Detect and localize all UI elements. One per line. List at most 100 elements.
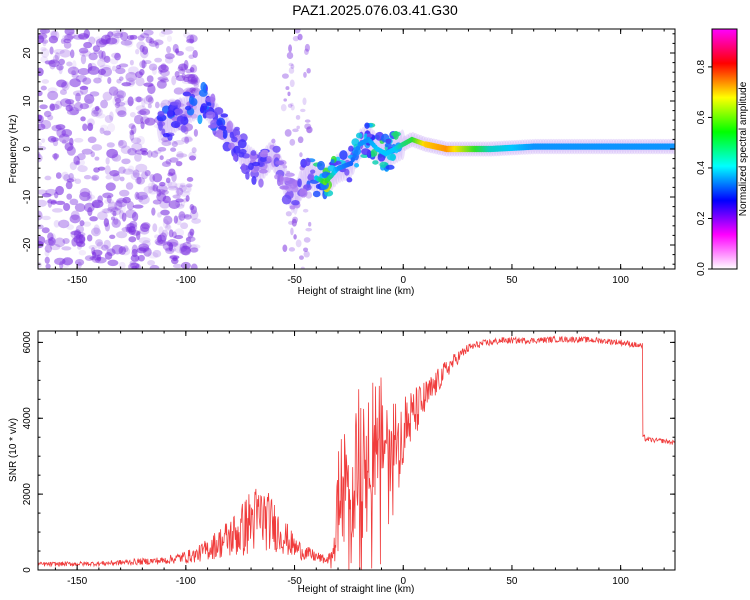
spectrogram-noise-blob [119, 209, 124, 220]
spectrogram-noise-blob [302, 208, 309, 213]
spectrogram-ridge-core [355, 145, 361, 151]
spectrogram-noise-blob [90, 227, 101, 237]
spectrogram-noise-blob [306, 67, 311, 74]
spectrogram-noise-blob [136, 135, 145, 146]
spectrogram-noise-blob [49, 103, 60, 111]
spectrogram-noise-blob [121, 226, 132, 232]
spectrogram-noise-blob [38, 141, 42, 147]
spectrogram-noise-blob [91, 110, 99, 117]
spectrogram-noise-blob [159, 155, 164, 161]
spectrogram-noise-blob [168, 229, 174, 238]
spectrogram-noise-blob [299, 255, 304, 260]
spectrogram-noise-blob [287, 103, 293, 108]
spectrogram-noise-blob [129, 112, 136, 118]
spectrogram-noise-blob [108, 86, 119, 96]
spectrogram-noise-blob [101, 244, 109, 251]
spectrogram-noise-blob [38, 67, 44, 77]
spectrogram-noise-blob [151, 66, 157, 76]
spectrogram-ridge-blob [339, 150, 348, 160]
spectrogram-noise-blob [135, 76, 145, 87]
spectrogram-noise-blob [148, 185, 158, 195]
spectrogram-noise-blob [72, 60, 77, 70]
spectrogram-noise-blob [130, 172, 142, 181]
spectrogram-noise-blob [41, 79, 50, 84]
spectrogram-noise-blob [152, 173, 163, 183]
spectrogram-noise-blob [154, 101, 160, 109]
spectrogram-noise-blob [120, 145, 132, 155]
spectrogram-ridge-blob [180, 124, 187, 133]
spectrogram-ridge-blob [281, 194, 292, 205]
spectrogram-noise-blob [143, 60, 152, 65]
spectrogram-noise-blob [96, 254, 102, 262]
spectrogram-noise-blob [141, 171, 148, 180]
spectrogram-noise-blob [154, 57, 163, 63]
spectrogram-noise-blob [290, 63, 295, 70]
spectrogram-ridge-blob [157, 110, 165, 117]
colorbar: 0.0 0.2 0.4 0.6 0.8 Normalized spectral ampl… [696, 28, 749, 276]
spectrogram-noise-blob [67, 66, 80, 75]
spectrogram-noise-blob [282, 244, 288, 253]
spectrogram-ridge-blob [346, 177, 353, 183]
spectrogram-noise-blob [143, 185, 154, 194]
spectrogram-noise-blob [175, 160, 183, 167]
spectrogram-noise-blob [55, 172, 62, 179]
spectrogram-noise-blob [135, 105, 147, 112]
spectrogram-noise-blob [288, 67, 295, 74]
spectrogram-noise-blob [68, 172, 74, 180]
spectrogram-noise-blob [115, 105, 127, 116]
spectrogram-noise-blob [55, 185, 64, 196]
spectrogram-noise-blob [151, 207, 156, 216]
spectrogram-noise-blob [113, 32, 124, 39]
spectrogram-noise-blob [126, 222, 135, 233]
spectrogram-noise-blob [73, 229, 82, 239]
spectrogram-ridge-blob [348, 145, 354, 152]
spectrogram-noise-blob [141, 97, 146, 108]
spectrogram-noise-blob [175, 198, 184, 203]
spectrogram-noise-blob [147, 103, 152, 109]
spectrogram-noise-blob [167, 172, 173, 177]
spectrogram-noise-blob [113, 217, 119, 225]
spectrogram-noise-blob [161, 140, 172, 147]
spectrogram-noise-blob [78, 47, 89, 54]
spectrogram-noise-blob [69, 177, 77, 182]
spectrogram-ridge-blob [218, 125, 227, 131]
spectrogram-noise-blob [160, 63, 167, 70]
spectrogram-x-label: Height of straight line (km) [298, 286, 415, 297]
spectrogram-noise-blob [95, 239, 103, 247]
spectrogram-noise-blob [59, 49, 72, 58]
spectrogram-ridge-blob [259, 151, 268, 158]
spectrogram-noise-blob [44, 244, 53, 253]
spectrogram-noise-blob [302, 97, 307, 106]
spectrogram-noise-blob [180, 222, 189, 230]
spectrogram-noise-blob [185, 68, 193, 74]
spectrogram-noise-blob [43, 110, 52, 118]
spectrogram-noise-blob [189, 204, 195, 211]
spectrogram-ridge-blob [307, 173, 315, 182]
colorbar-ticks: 0.0 0.2 0.4 0.6 0.8 [696, 60, 712, 276]
spectrogram-ridge-blob [310, 169, 316, 174]
spectrogram-noise-blob [304, 48, 309, 55]
spectrogram-noise-blob [70, 230, 82, 239]
spectrogram-noise-blob [166, 35, 173, 43]
spectrogram-noise-blob [187, 79, 199, 85]
spectrogram-noise-blob [38, 35, 45, 44]
spectrogram-ridge-blob [384, 142, 392, 148]
spectrogram-noise-blob [56, 79, 67, 88]
spectrogram-noise-blob [58, 65, 63, 75]
spectrogram-noise-blob [168, 242, 174, 252]
spectrogram-noise-blob [184, 136, 190, 144]
spectrogram-ridge-blob [216, 119, 223, 126]
spectrogram-noise-blob [107, 206, 119, 213]
spectrogram-noise-blob [93, 50, 100, 55]
spectrogram-noise-blob [69, 161, 77, 171]
spectrogram-noise-blob [99, 127, 105, 134]
spectrogram-noise-blob [97, 58, 106, 68]
spectrogram-noise-blob [75, 74, 87, 83]
spectrogram-ridge-blob [344, 168, 350, 176]
spectrogram-noise-blob [38, 90, 43, 97]
spectrogram-noise-blob [138, 237, 151, 244]
spectrogram-noise-blob [50, 137, 59, 142]
spectrogram-noise-blob [49, 46, 54, 55]
spectrogram-ridge-blob [176, 115, 185, 125]
spectrogram-ridge-blob [233, 145, 241, 154]
